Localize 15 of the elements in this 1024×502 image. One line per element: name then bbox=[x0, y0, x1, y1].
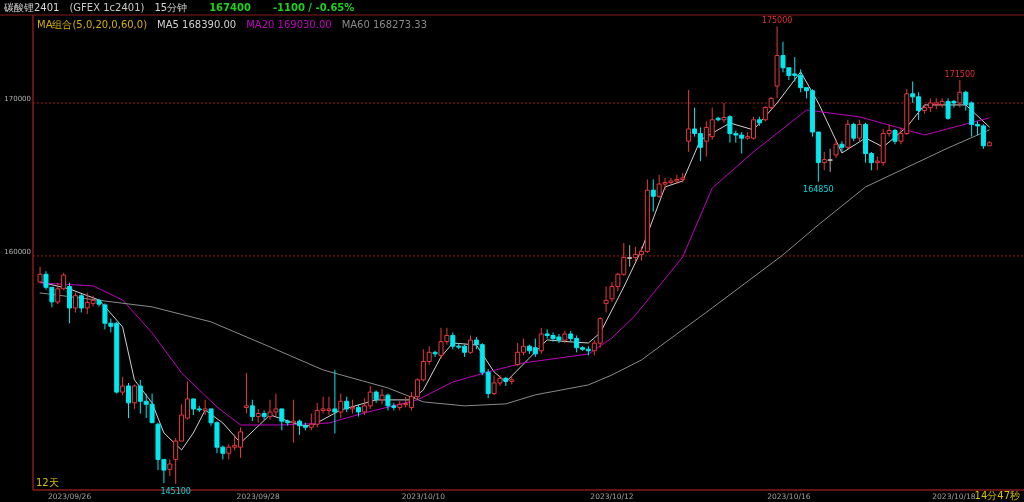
annotation: 145100 bbox=[160, 486, 191, 496]
annotation: 175000 bbox=[761, 16, 793, 26]
text: 14分47秒 bbox=[974, 490, 1020, 501]
text: -1100 / -0.65% bbox=[272, 2, 355, 13]
chart-subtitle: (GFEX 1c2401) bbox=[69, 2, 145, 13]
annotation: 164850 bbox=[803, 184, 834, 194]
chart-title: 碳酸锂2401 bbox=[3, 2, 60, 13]
text: 15分钟 bbox=[154, 2, 188, 13]
legend-title: MA组合(5,0,20,0,60,0) bbox=[37, 19, 148, 30]
annotation: 12天 bbox=[36, 477, 59, 488]
text: MA20 169030.00 bbox=[246, 19, 332, 30]
text: 167400 bbox=[209, 2, 251, 13]
annotation: 171500 bbox=[944, 70, 976, 80]
text: MA60 168273.33 bbox=[341, 19, 428, 30]
text: MA5 168390.00 bbox=[157, 19, 237, 30]
